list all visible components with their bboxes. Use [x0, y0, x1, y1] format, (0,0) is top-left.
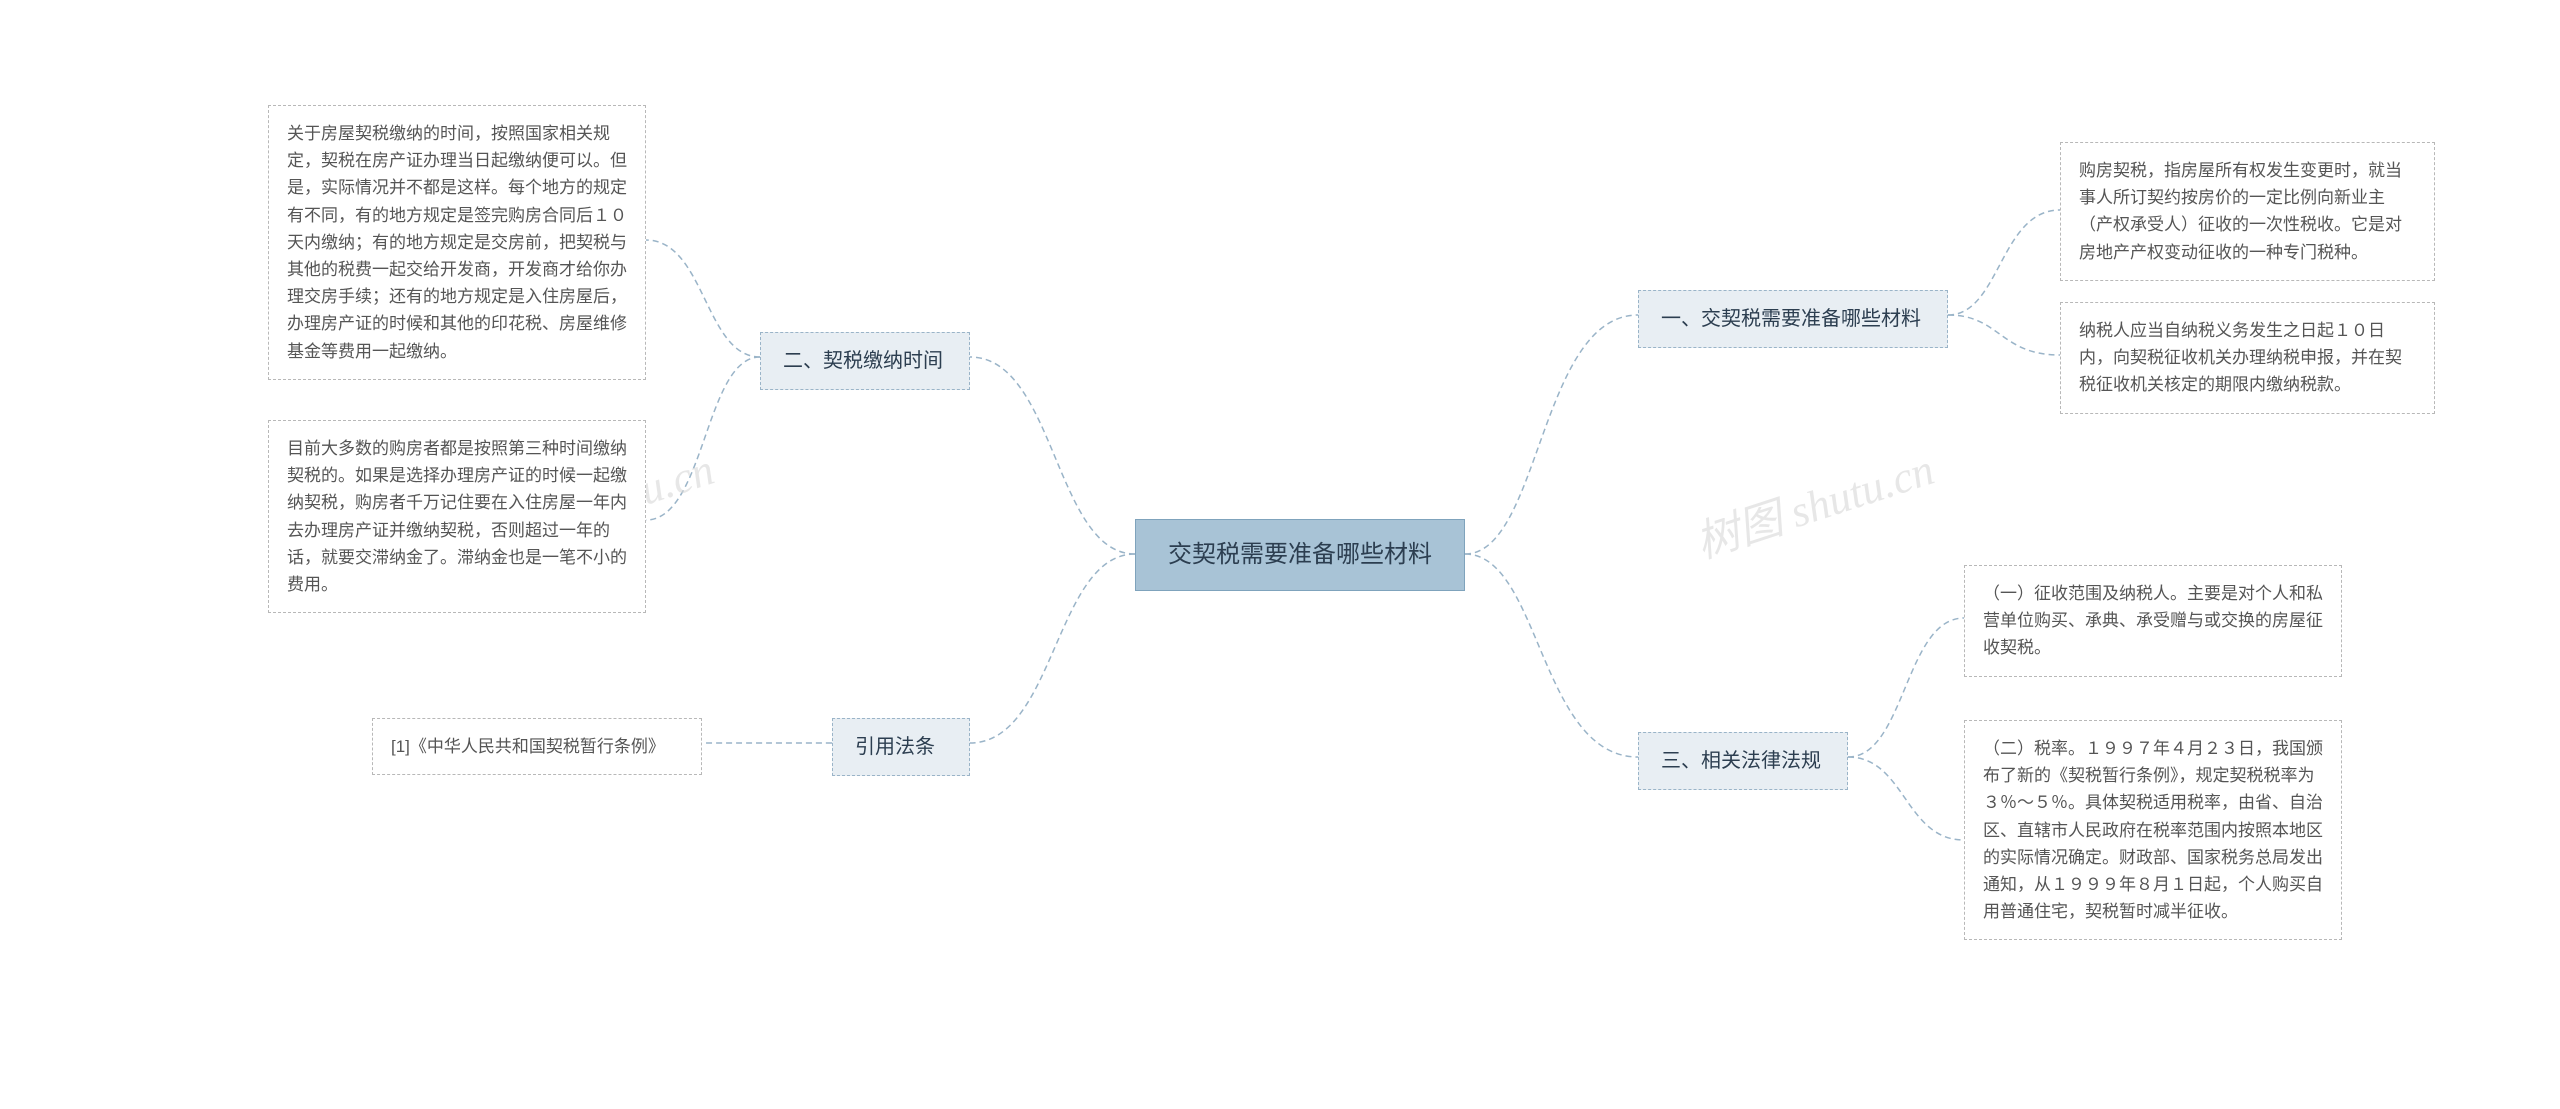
branch-right-1: 一、交契税需要准备哪些材料 — [1638, 290, 1948, 348]
branch-left-1: 二、契税缴纳时间 — [760, 332, 970, 390]
leaf-l2a: [1]《中华人民共和国契税暂行条例》 — [372, 718, 702, 775]
leaf-r2b: （二）税率。１９９７年４月２３日，我国颁布了新的《契税暂行条例》，规定契税税率为… — [1964, 720, 2342, 940]
leaf-l1a: 关于房屋契税缴纳的时间，按照国家相关规定，契税在房产证办理当日起缴纳便可以。但是… — [268, 105, 646, 380]
leaf-r2a: （一）征收范围及纳税人。主要是对个人和私营单位购买、承典、承受赠与或交换的房屋征… — [1964, 565, 2342, 677]
leaf-l1b: 目前大多数的购房者都是按照第三种时间缴纳契税的。如果是选择办理房产证的时候一起缴… — [268, 420, 646, 613]
mindmap-root: 交契税需要准备哪些材料 — [1135, 519, 1465, 591]
branch-right-2: 三、相关法律法规 — [1638, 732, 1848, 790]
watermark-2: 树图 shutu.cn — [1686, 433, 1941, 570]
leaf-r1b: 纳税人应当自纳税义务发生之日起１０日内，向契税征收机关办理纳税申报，并在契税征收… — [2060, 302, 2435, 414]
leaf-r1a: 购房契税，指房屋所有权发生变更时，就当事人所订契约按房价的一定比例向新业主（产权… — [2060, 142, 2435, 281]
branch-left-2: 引用法条 — [832, 718, 970, 776]
